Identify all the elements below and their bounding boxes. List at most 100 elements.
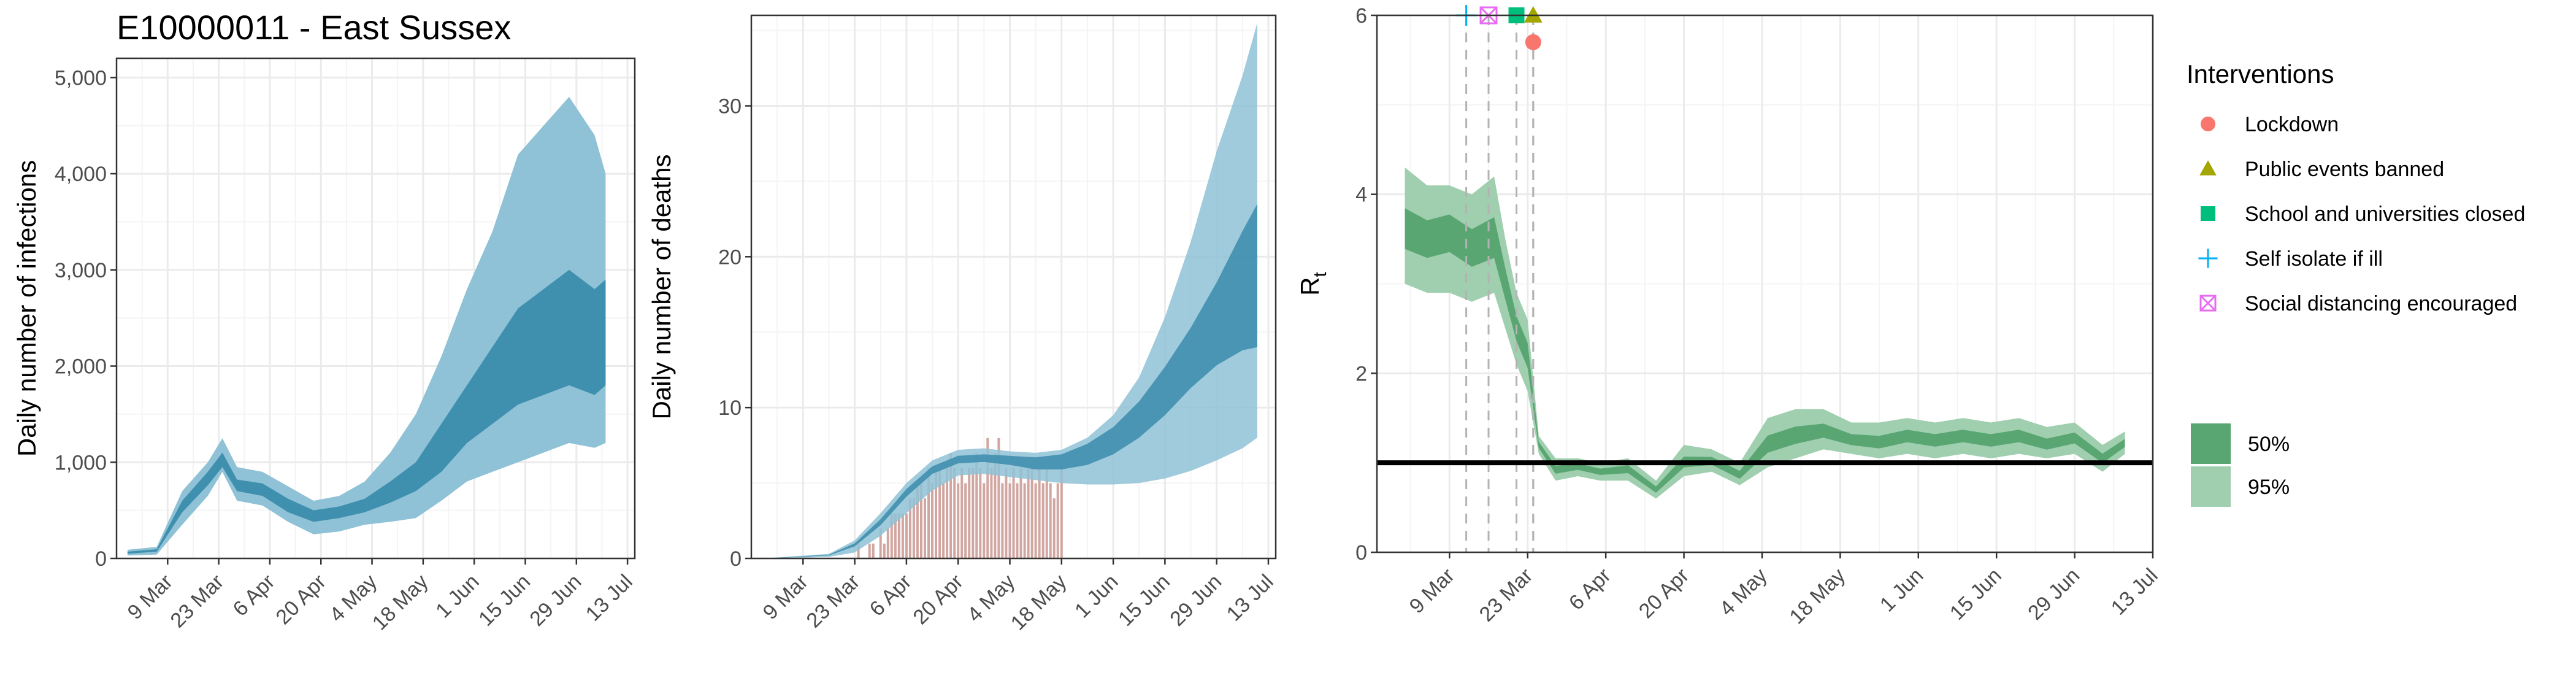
panel-reproduction-number: 0 2 4 6 9 Mar 23 Mar 6 Apr 20 Apr 4 May 18 May 1 J… <box>1295 4 2163 628</box>
y-axis-title: Daily number of deaths <box>647 155 676 420</box>
x-tick-label: 29 Jun <box>525 570 586 631</box>
death-bar <box>905 512 908 559</box>
x-tick-label: 13 Jul <box>2107 564 2163 620</box>
x-tick-label: 29 Jun <box>1165 570 1226 631</box>
death-bar <box>953 468 957 559</box>
y-axis-title: Rt <box>1295 272 1330 296</box>
x-tick-label: 18 May <box>1785 564 1850 629</box>
x-tick-label: 23 Mar <box>166 570 229 633</box>
death-bar <box>1022 482 1027 559</box>
legend-item-label: School and universities closed <box>2245 203 2525 226</box>
death-bar <box>1033 482 1038 559</box>
x-tick-label: 20 Apr <box>1635 564 1693 623</box>
y-tick-label: 3,000 <box>55 259 107 282</box>
death-bar <box>964 482 968 559</box>
y-tick-label: 1,000 <box>55 451 107 474</box>
death-bar <box>1041 482 1045 559</box>
interventions-legend: Interventions Lockdown Public events banne… <box>2187 60 2525 315</box>
death-bar <box>1008 482 1012 559</box>
x-tick-label: 4 May <box>1715 564 1771 620</box>
lockdown-marker <box>1525 34 1541 50</box>
y-tick-label: 5,000 <box>55 66 107 90</box>
plot-border <box>115 57 636 560</box>
y-tick-label: 0 <box>730 547 742 571</box>
x-tick-label: 23 Mar <box>1475 564 1538 627</box>
infection-band-95 <box>127 96 606 556</box>
death-bar <box>1000 482 1005 559</box>
death-bar <box>1052 498 1056 559</box>
y-axis-title: Daily number of infections <box>12 160 41 457</box>
y-tick-label: 2,000 <box>55 355 107 379</box>
legend-self-isolate-if-ill-marker <box>2198 249 2218 268</box>
legend-swatch <box>2191 423 2231 464</box>
y-axis-subscript: t <box>1310 272 1330 277</box>
rt-band-50 <box>1405 208 2125 493</box>
death-bar <box>901 512 905 559</box>
death-bar <box>1045 468 1049 559</box>
death-bar <box>1015 482 1019 559</box>
death-bar <box>867 543 872 559</box>
rt-band-95 <box>1405 167 2125 499</box>
public-events-banned-marker <box>1524 6 1543 23</box>
legend-band-label: 50% <box>2248 433 2290 456</box>
death-bar <box>941 482 945 559</box>
plot-border <box>1376 14 2154 554</box>
legend-item-label: Public events banned <box>2245 158 2444 181</box>
death-bar <box>1004 468 1008 559</box>
x-tick-label: 9 Mar <box>1405 564 1459 618</box>
death-bar <box>1056 482 1060 559</box>
legend-item-label: Social distancing encouraged <box>2245 292 2517 315</box>
legend-item-label: Lockdown <box>2245 113 2339 136</box>
death-bar <box>1030 468 1034 559</box>
legend-title: Interventions <box>2187 60 2334 88</box>
x-tick-label: 1 Jun <box>1876 564 1928 617</box>
death-bar <box>883 543 886 559</box>
x-tick-label: 15 Jun <box>474 570 535 631</box>
y-tick-label: 2 <box>1355 362 1367 385</box>
death-band-50 <box>773 204 1257 558</box>
legend-lockdown-marker <box>2201 117 2215 131</box>
death-bar <box>923 498 927 559</box>
death-bar <box>1037 468 1041 559</box>
death-bar <box>886 528 890 559</box>
x-tick-label: 20 Apr <box>272 570 331 629</box>
death-bar <box>978 468 983 559</box>
y-tick-label: 20 <box>718 245 742 269</box>
x-tick-label: 18 May <box>1006 570 1071 635</box>
x-tick-label: 15 Jun <box>1945 564 2006 625</box>
y-tick-label: 4,000 <box>55 163 107 186</box>
y-tick-label: 0 <box>1355 541 1367 565</box>
plot-border <box>750 14 1277 560</box>
y-tick-label: 4 <box>1355 183 1367 207</box>
death-bar <box>1019 468 1023 559</box>
y-tick-label: 6 <box>1355 4 1367 28</box>
legend-school-and-universities-closed-marker <box>2201 206 2215 221</box>
x-tick-label: 18 May <box>368 570 433 635</box>
death-bar <box>989 468 994 559</box>
death-bar <box>1026 468 1030 559</box>
x-tick-label: 6 Apr <box>1565 564 1616 615</box>
y-tick-label: 0 <box>95 547 107 571</box>
legend-item-label: Self isolate if ill <box>2245 247 2383 271</box>
y-tick-label: 30 <box>718 95 742 118</box>
x-tick-label: 15 Jun <box>1114 570 1175 631</box>
death-bar <box>956 482 960 559</box>
y-tick-label: 10 <box>718 396 742 420</box>
death-bar <box>930 482 934 559</box>
death-bar <box>871 543 875 559</box>
x-tick-label: 29 Jun <box>2023 564 2084 625</box>
death-bar <box>982 482 986 559</box>
page-title: E10000011 - East Sussex <box>117 8 512 47</box>
death-bar <box>1011 468 1016 559</box>
x-tick-label: 13 Jul <box>1222 570 1278 626</box>
death-bar <box>971 468 975 559</box>
death-bar <box>1048 482 1052 559</box>
legend-band-label: 95% <box>2248 476 2290 499</box>
x-tick-label: 23 Mar <box>802 570 865 633</box>
infection-band-50 <box>127 269 606 554</box>
legend-social-distancing-encouraged-marker <box>2199 295 2217 312</box>
x-tick-label: 20 Apr <box>908 570 967 629</box>
